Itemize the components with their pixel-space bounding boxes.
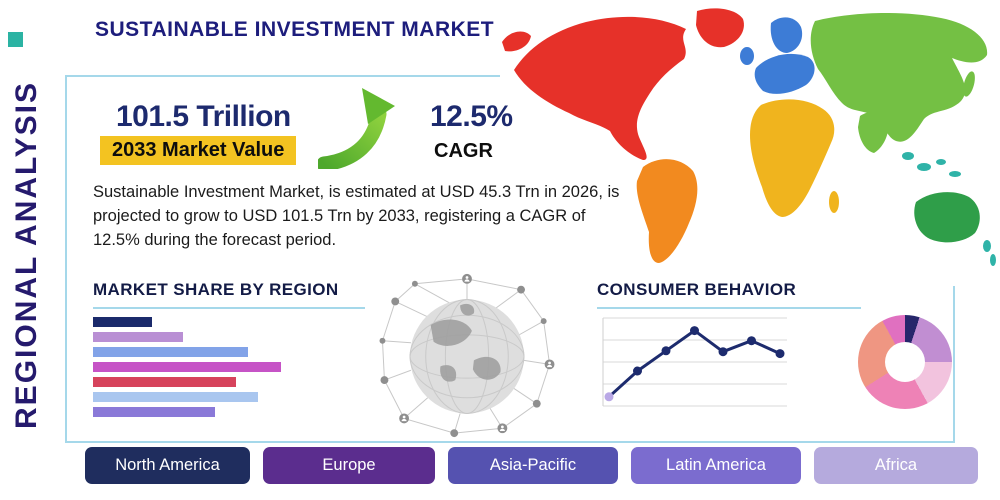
decor-square <box>8 32 23 47</box>
cagr-value: 12.5% <box>430 100 513 133</box>
market-description: Sustainable Investment Market, is estima… <box>93 183 620 249</box>
map-region-se-asia-4 <box>949 171 961 177</box>
map-region-japan <box>963 71 975 97</box>
globe-network-graphic <box>372 270 562 447</box>
region-button-north-america[interactable]: North America <box>85 447 250 484</box>
market-value-caption: 2033 Market Value <box>100 136 297 165</box>
region-button-asia-pacific[interactable]: Asia-Pacific <box>448 447 618 484</box>
cagr-caption: CAGR <box>434 140 493 162</box>
market-share-bar <box>93 392 258 402</box>
world-map <box>500 4 998 286</box>
market-share-bar <box>93 332 183 342</box>
map-region-asia <box>810 12 988 142</box>
market-share-bar <box>93 377 236 387</box>
line-marker <box>690 326 699 336</box>
map-region-india <box>858 111 889 153</box>
vertical-side-title: REGIONAL ANALYSIS <box>10 81 43 429</box>
line-marker <box>604 392 614 402</box>
region-buttons: North America Europe Asia-Pacific Latin … <box>85 447 978 484</box>
world-map-svg <box>502 8 996 266</box>
market-share-bar <box>93 317 152 327</box>
line-marker <box>661 346 671 356</box>
map-region-greenland <box>696 8 744 48</box>
donut-hole <box>885 342 925 382</box>
page-title: SUSTAINABLE INVESTMENT MARKET <box>95 18 495 41</box>
consumer-behavior-line-chart <box>602 317 787 407</box>
line-marker <box>775 349 785 359</box>
region-button-africa[interactable]: Africa <box>814 447 978 484</box>
map-region-se-asia-2 <box>917 163 931 171</box>
map-region-new-zealand-1 <box>983 240 991 252</box>
map-region-madagascar <box>829 191 839 213</box>
growth-arrow-icon <box>316 84 396 174</box>
market-share-bar <box>93 347 248 357</box>
consumer-behavior-title: CONSUMER BEHAVIOR <box>597 280 861 309</box>
line-marker <box>747 336 756 346</box>
donut-chart <box>858 315 952 409</box>
map-region-se-asia-3 <box>936 159 946 165</box>
chart-grid <box>602 317 787 407</box>
map-region-australia <box>914 192 980 243</box>
market-share-bar <box>93 362 281 372</box>
map-region-europe <box>754 53 815 94</box>
map-region-new-zealand-2 <box>990 254 996 266</box>
region-button-latin-america[interactable]: Latin America <box>631 447 801 484</box>
market-share-title: MARKET SHARE BY REGION <box>93 280 365 309</box>
region-button-europe[interactable]: Europe <box>263 447 435 484</box>
map-region-alaska <box>502 31 531 52</box>
market-value: 101.5 Trillion <box>116 100 291 133</box>
map-region-south-america <box>636 159 698 263</box>
market-share-bar-chart <box>93 317 293 422</box>
map-region-africa <box>750 99 835 217</box>
line-marker <box>718 347 728 357</box>
map-region-se-asia-1 <box>902 152 914 160</box>
map-region-scandinavia <box>770 17 803 53</box>
map-region-north-america <box>514 16 686 161</box>
map-region-british-isles <box>740 47 754 65</box>
line-marker <box>633 366 642 376</box>
market-share-bar <box>93 407 215 417</box>
